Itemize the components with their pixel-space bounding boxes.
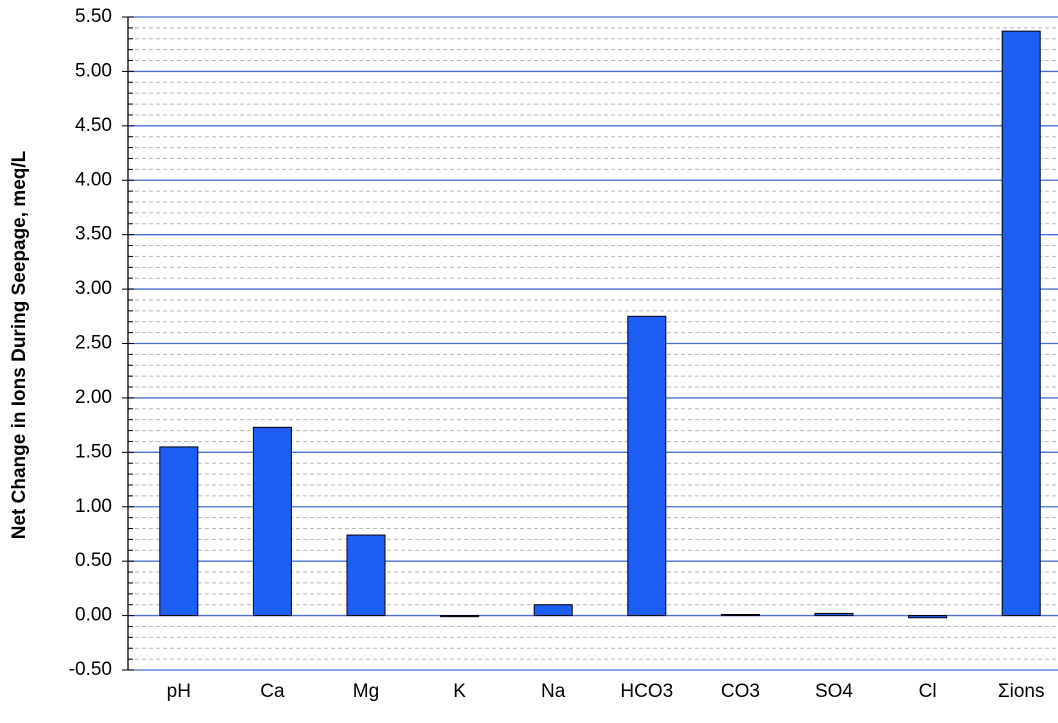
bar	[720, 613, 760, 617]
y-tick-label: 2.50	[75, 333, 112, 354]
y-tick-label: 0.50	[75, 550, 112, 571]
bar	[908, 615, 948, 619]
x-tick-label: pH	[167, 681, 191, 702]
bar	[159, 446, 199, 617]
x-tick-label: Na	[541, 681, 566, 702]
bar	[814, 612, 854, 617]
y-tick-label: 5.00	[75, 60, 112, 81]
y-tick-label: 5.50	[75, 6, 112, 27]
y-tick-label: 4.50	[75, 115, 112, 136]
y-tick-label: 1.50	[75, 441, 112, 462]
bar	[440, 615, 480, 618]
bar	[627, 315, 667, 617]
y-tick-label: 0.00	[75, 605, 112, 626]
y-tick-label: 3.50	[75, 224, 112, 245]
y-tick-label: 1.00	[75, 496, 112, 517]
x-tick-label: Ca	[260, 681, 285, 702]
y-axis-label: Net Change in Ions During Seepage, meq/L	[9, 150, 30, 539]
x-tick-label: K	[453, 681, 466, 702]
x-tick-label: Cl	[919, 681, 937, 702]
y-tick-label: 4.00	[75, 169, 112, 190]
x-tick-label: CO3	[721, 681, 760, 702]
x-tick-label: SO4	[815, 681, 853, 702]
y-tick-label: 2.00	[75, 387, 112, 408]
y-tick-label: -0.50	[69, 659, 112, 680]
bar	[252, 426, 292, 617]
x-tick-label: HCO3	[620, 681, 673, 702]
bar	[533, 604, 573, 617]
y-tick-label: 3.00	[75, 278, 112, 299]
bar	[1001, 30, 1041, 617]
bar	[346, 534, 386, 617]
x-tick-label: Σions	[998, 681, 1045, 702]
x-tick-label: Mg	[353, 681, 379, 702]
